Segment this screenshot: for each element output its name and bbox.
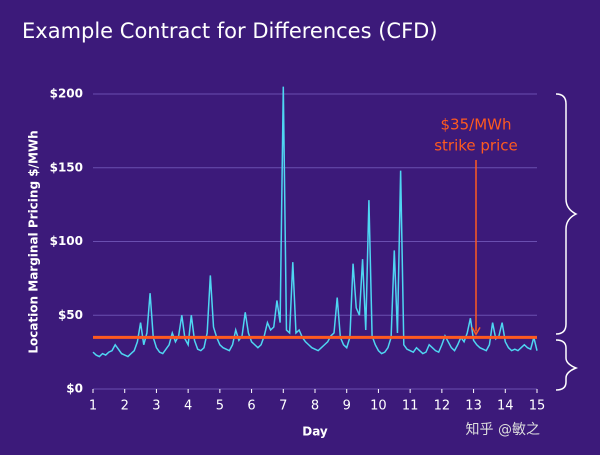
x-tick-label: 7 <box>279 399 287 414</box>
x-tick-label: 12 <box>434 399 451 414</box>
x-tick-label: 3 <box>152 399 160 414</box>
x-tick-label: 6 <box>247 399 255 414</box>
brace <box>555 93 578 335</box>
x-tick-label: 9 <box>343 399 351 414</box>
x-tick-label: 8 <box>311 399 319 414</box>
x-tick-label: 15 <box>529 399 546 414</box>
y-tick-label: $100 <box>50 234 83 248</box>
x-tick-label: 14 <box>497 399 514 414</box>
annotation: $35/MWh <box>441 116 512 134</box>
y-tick-label: $0 <box>66 382 83 396</box>
annotation-arrowhead <box>471 327 481 336</box>
chart-title: Example Contract for Differences (CFD) <box>22 19 438 43</box>
x-tick-label: 4 <box>184 399 192 414</box>
x-tick-label: 13 <box>465 399 482 414</box>
brace <box>555 339 579 391</box>
y-axis-label: Location Marginal Pricing $/MWh <box>27 130 41 353</box>
x-tick-label: 11 <box>402 399 419 414</box>
price-line <box>92 86 538 358</box>
x-tick-label: 10 <box>370 399 387 414</box>
x-axis-label: Day <box>302 425 328 439</box>
watermark: 知乎 @敏之 <box>466 421 540 438</box>
x-tick-label: 5 <box>216 399 224 414</box>
x-tick-label: 2 <box>121 399 129 414</box>
y-tick-label: $50 <box>58 308 83 322</box>
y-tick-label: $200 <box>50 87 83 101</box>
annotation: strike price <box>434 137 518 155</box>
y-tick-label: $150 <box>50 160 83 174</box>
x-tick-label: 1 <box>89 399 97 414</box>
